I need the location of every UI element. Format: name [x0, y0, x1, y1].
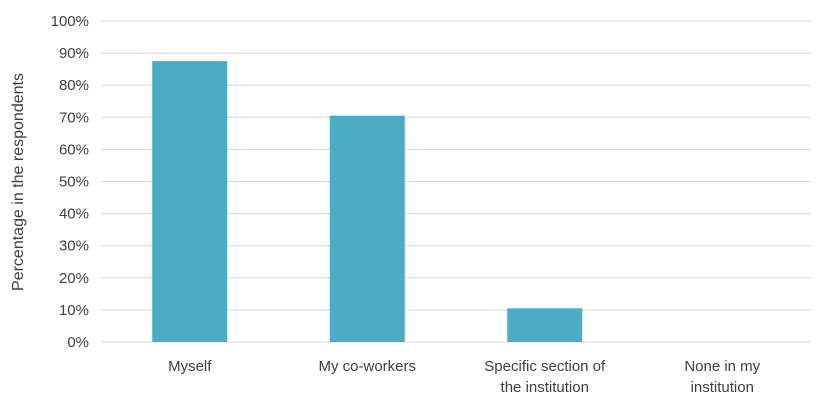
y-tick-label: 20% — [59, 270, 89, 287]
bars — [152, 61, 583, 342]
x-category-label: None in my — [684, 358, 760, 375]
y-tick-label: 40% — [59, 206, 89, 223]
y-tick-label: 90% — [59, 45, 89, 62]
bar — [329, 115, 405, 342]
x-category-label: the institution — [501, 379, 589, 396]
x-axis-categories: Myself My co-workers Specific section of th… — [168, 358, 761, 396]
y-tick-label: 10% — [59, 302, 89, 319]
bar — [507, 308, 583, 342]
y-tick-label: 100% — [51, 13, 89, 30]
x-category-label: Specific section of — [484, 358, 606, 375]
bar — [152, 61, 228, 342]
x-category-label: My co-workers — [318, 358, 416, 375]
y-tick-label: 70% — [59, 109, 89, 126]
y-tick-label: 80% — [59, 77, 89, 94]
x-category-label: Myself — [168, 358, 212, 375]
x-category-label: institution — [691, 379, 754, 396]
y-axis-title: Percentage in the respondents — [10, 73, 27, 291]
y-tick-label: 60% — [59, 141, 89, 158]
y-tick-label: 0% — [67, 334, 89, 351]
y-axis-ticks: 0% 10% 20% 30% 40% 50% 60% 70% 80% 90% 100% — [51, 13, 89, 351]
y-tick-label: 50% — [59, 174, 89, 191]
y-tick-label: 30% — [59, 238, 89, 255]
